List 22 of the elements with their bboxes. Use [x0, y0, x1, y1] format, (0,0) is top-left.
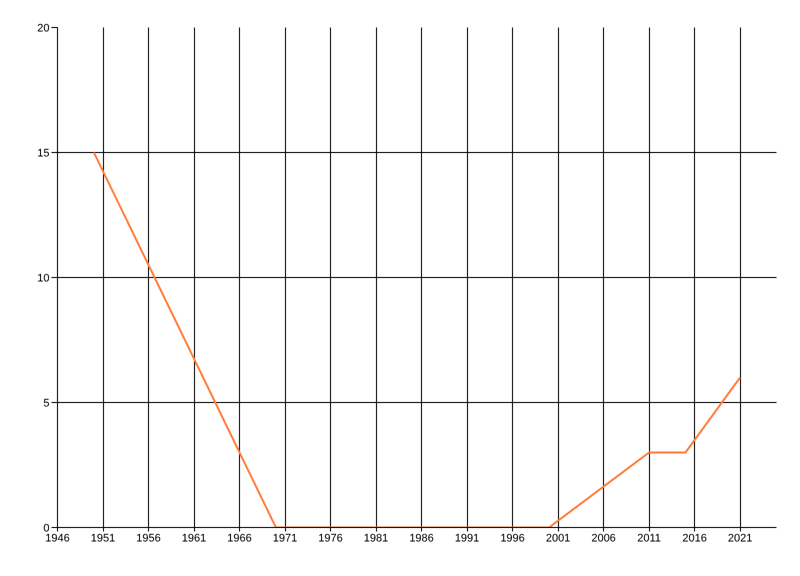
x-tick-label: 1951: [90, 532, 116, 544]
x-tick-label: 1986: [409, 532, 434, 544]
x-tick-label: 1956: [136, 532, 161, 544]
x-tick-label: 1946: [45, 532, 70, 544]
x-tick-label: 1976: [318, 532, 343, 544]
x-tick-label: 1971: [272, 532, 298, 544]
x-tick-label: 2016: [682, 532, 707, 544]
y-tick-label: 20: [37, 22, 50, 34]
x-tick-label: 2001: [546, 532, 570, 544]
y-tick-label: 0: [43, 522, 50, 534]
x-tick-label: 1981: [364, 532, 388, 544]
x-tick-label: 1961: [182, 532, 206, 544]
x-tick-label: 1966: [227, 532, 252, 544]
x-tick-label: 1991: [454, 532, 480, 544]
x-tick-label: 1996: [500, 532, 525, 544]
y-tick-label: 10: [37, 272, 50, 284]
x-tick-label: 2011: [637, 532, 661, 544]
y-tick-label: 15: [37, 148, 50, 160]
y-tick-label: 5: [43, 398, 50, 410]
line-series: [92, 152, 742, 528]
x-tick-label: 2021: [728, 532, 752, 544]
x-tick-label: 2006: [591, 532, 616, 544]
